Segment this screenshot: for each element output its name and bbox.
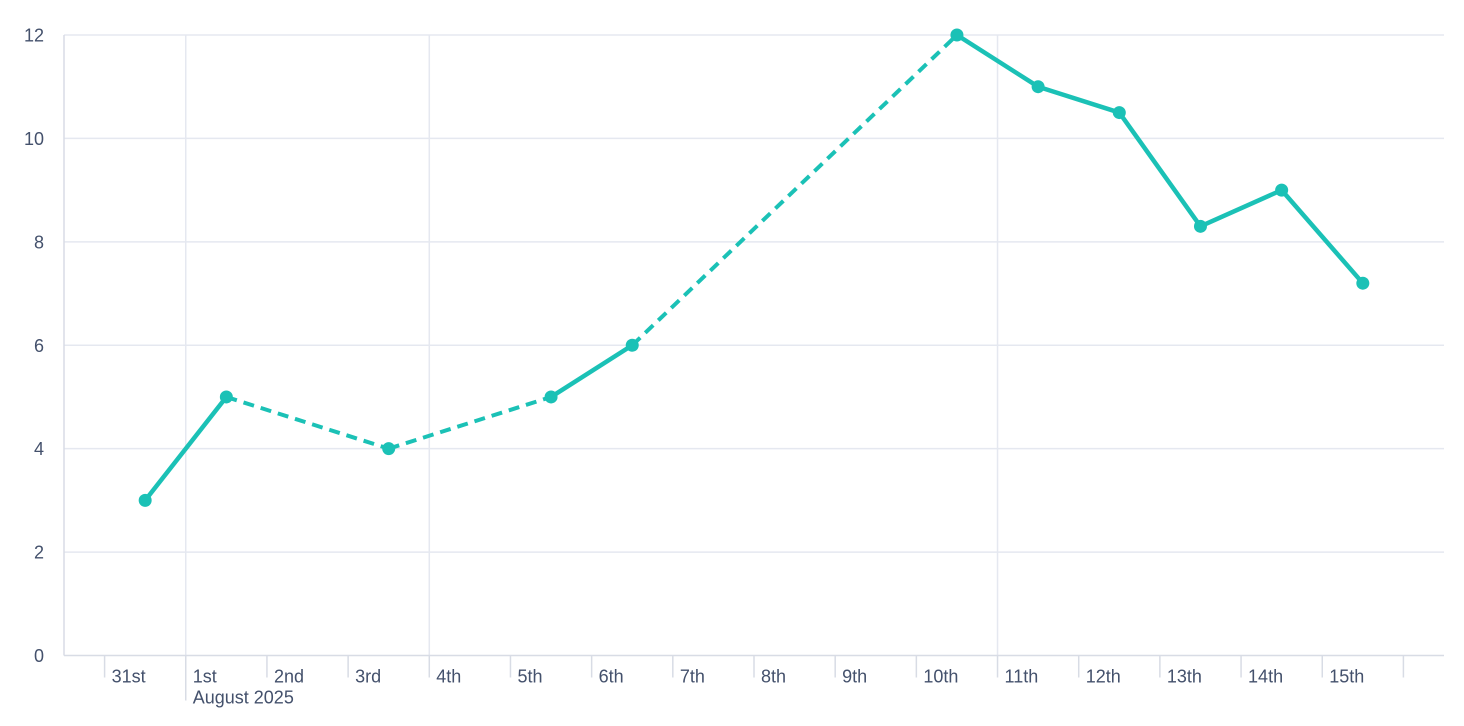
line-segment-solid: [954, 32, 1041, 89]
x-tick-label: 14th: [1248, 667, 1283, 687]
x-tick-label: 6th: [599, 667, 624, 687]
data-point-marker[interactable]: [382, 442, 396, 456]
data-point-marker[interactable]: [219, 390, 233, 404]
line-segment-dashed: [225, 395, 390, 451]
data-point-marker[interactable]: [1112, 106, 1126, 120]
x-tick-label: 5th: [517, 667, 542, 687]
x-tick-label: 8th: [761, 667, 786, 687]
line-segment-solid: [548, 343, 635, 400]
data-point-marker[interactable]: [1275, 183, 1289, 197]
y-tick-label: 12: [24, 26, 44, 46]
x-tick-label: 10th: [923, 667, 958, 687]
y-tick-label: 0: [34, 646, 44, 666]
line-segment-solid: [1035, 84, 1122, 115]
y-tick-label: 4: [34, 439, 44, 459]
x-tick-label: 15th: [1329, 667, 1364, 687]
line-segment-solid: [1198, 187, 1284, 229]
x-tick-label: 7th: [680, 667, 705, 687]
data-point-marker[interactable]: [138, 493, 152, 507]
line-segment-dashed: [630, 33, 959, 347]
line-segment-solid: [1279, 187, 1366, 286]
data-point-marker[interactable]: [1031, 80, 1045, 94]
data-point-marker[interactable]: [1356, 276, 1370, 290]
y-tick-label: 2: [34, 543, 44, 563]
x-tick-label: 11th: [1005, 667, 1039, 687]
line-segment-solid: [142, 394, 229, 503]
y-tick-label: 8: [34, 232, 44, 252]
x-tick-label: 3rd: [355, 667, 381, 687]
line-segment-solid: [1117, 110, 1203, 229]
data-point-marker[interactable]: [950, 28, 964, 42]
x-tick-label: 13th: [1167, 667, 1202, 687]
data-point-marker[interactable]: [544, 390, 558, 404]
x-tick-label: 12th: [1086, 667, 1121, 687]
y-tick-label: 6: [34, 336, 44, 356]
x-tick-label: 2nd: [274, 667, 304, 687]
y-tick-label: 10: [24, 129, 44, 149]
month-label: August 2025: [193, 688, 294, 708]
x-tick-label: 1st: [193, 667, 217, 687]
data-point-marker[interactable]: [625, 338, 639, 352]
x-tick-label: 31st: [112, 667, 146, 687]
x-tick-label: 4th: [436, 667, 461, 687]
x-tick-label: 9th: [842, 667, 867, 687]
data-point-marker[interactable]: [1193, 219, 1207, 233]
line-segment-dashed: [388, 395, 552, 451]
